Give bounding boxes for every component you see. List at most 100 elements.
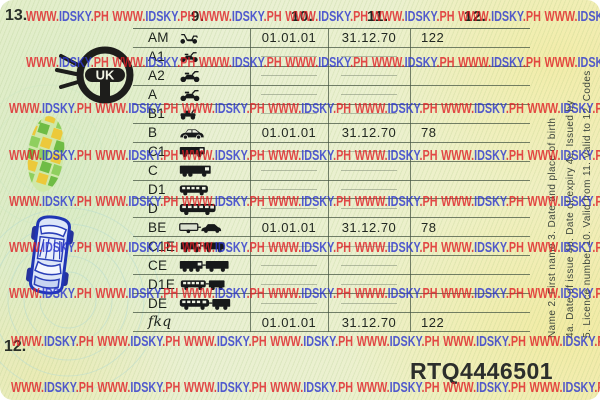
valid-from-cell: 01.01.01 bbox=[250, 313, 328, 331]
car-top-view-graphic bbox=[25, 215, 74, 295]
codes-cell bbox=[410, 162, 530, 180]
empty-dash bbox=[341, 245, 397, 247]
table-row: fkq 01.01.01 31.12.70 122 bbox=[133, 313, 530, 332]
category-label: AM bbox=[148, 30, 169, 46]
codes-cell bbox=[410, 181, 530, 199]
codes-cell bbox=[410, 237, 530, 255]
small-truck-trailer-icon bbox=[180, 240, 225, 253]
valid-to-cell bbox=[328, 256, 410, 274]
category-label: A bbox=[148, 87, 158, 103]
valid-from-cell: 01.01.01 bbox=[250, 29, 328, 47]
table-row: DE bbox=[133, 294, 530, 314]
codes-cell bbox=[410, 199, 530, 217]
category-label: BE bbox=[148, 219, 167, 235]
codes-cell: 78 bbox=[410, 124, 530, 142]
category-label: B bbox=[148, 125, 158, 141]
minibus-icon bbox=[179, 183, 209, 196]
motorcycle-icon bbox=[179, 89, 201, 102]
valid-from-cell bbox=[250, 237, 328, 255]
codes-cell: 78 bbox=[410, 218, 530, 236]
category-label: C bbox=[148, 163, 159, 179]
table-row: A1 bbox=[133, 48, 530, 67]
valid-from-cell: 01.01.01 bbox=[250, 218, 328, 236]
table-row: C1 bbox=[133, 143, 530, 162]
valid-to-cell bbox=[328, 294, 410, 312]
valid-to-cell bbox=[328, 181, 410, 199]
empty-dash bbox=[341, 56, 397, 58]
empty-dash bbox=[341, 170, 397, 172]
valid-to-cell: 31.12.70 bbox=[328, 313, 410, 331]
field-legend: Name 2. First name 3. Date and place of … bbox=[544, 18, 598, 338]
valid-to-cell bbox=[328, 105, 410, 123]
codes: 78 bbox=[421, 219, 437, 235]
category-cell: C1 bbox=[133, 143, 250, 161]
valid-to-cell bbox=[328, 67, 410, 85]
valid-to: 31.12.70 bbox=[341, 219, 397, 235]
uk-emblem-text: UK bbox=[96, 68, 115, 83]
codes-cell bbox=[410, 275, 530, 293]
category-label: DE bbox=[148, 295, 168, 311]
category-label: D bbox=[148, 200, 159, 216]
empty-dash bbox=[341, 264, 397, 266]
empty-dash bbox=[261, 245, 317, 247]
valid-from-cell bbox=[250, 67, 328, 85]
licence-number: RTQ4446501 bbox=[410, 358, 554, 384]
field-13-label: 13. bbox=[5, 7, 28, 24]
maize-leaf-graphic bbox=[24, 114, 68, 194]
valid-from: 01.01.01 bbox=[261, 219, 317, 235]
codes-cell bbox=[410, 143, 530, 161]
empty-dash bbox=[261, 188, 317, 190]
codes-cell bbox=[410, 86, 530, 104]
table-row: C bbox=[133, 162, 530, 181]
valid-to-cell bbox=[328, 199, 410, 217]
small-truck-icon bbox=[179, 145, 206, 158]
table-row: D1 bbox=[133, 181, 530, 200]
column-10-header: 10. bbox=[291, 8, 314, 25]
category-table: AM 01.01.01 31.12.70 122 A1 A2 A B1 B 01.01.01 31.… bbox=[133, 28, 530, 332]
codes: 122 bbox=[421, 314, 445, 330]
valid-to: 31.12.70 bbox=[341, 314, 397, 330]
empty-dash bbox=[341, 75, 397, 77]
empty-dash bbox=[261, 151, 317, 153]
category-cell: A2 bbox=[133, 67, 250, 85]
valid-from-cell bbox=[250, 86, 328, 104]
table-row: A2 bbox=[133, 67, 530, 86]
category-label: fkq bbox=[148, 314, 172, 331]
category-label: D1 bbox=[148, 181, 166, 197]
empty-dash bbox=[341, 207, 397, 209]
table-row: D bbox=[133, 199, 530, 219]
valid-from-cell bbox=[250, 162, 328, 180]
table-row: B 01.01.01 31.12.70 78 bbox=[133, 124, 530, 143]
category-cell: fkq bbox=[133, 313, 250, 331]
codes-cell bbox=[410, 48, 530, 66]
category-cell: C bbox=[133, 162, 250, 180]
valid-to-cell bbox=[328, 237, 410, 255]
category-cell: B1 bbox=[133, 105, 250, 123]
column-separator bbox=[250, 29, 251, 332]
empty-dash bbox=[341, 188, 397, 190]
car-trailer-icon bbox=[179, 221, 224, 234]
column-separator bbox=[328, 29, 329, 332]
category-label: CE bbox=[148, 257, 168, 273]
category-cell: BE bbox=[133, 218, 250, 236]
category-label: C1 bbox=[148, 144, 166, 160]
category-cell: B bbox=[133, 124, 250, 142]
valid-to-cell bbox=[328, 162, 410, 180]
quadricycle-icon bbox=[179, 108, 197, 120]
empty-dash bbox=[341, 302, 397, 304]
category-cell: DE bbox=[133, 294, 250, 312]
valid-to: 31.12.70 bbox=[341, 30, 397, 46]
codes-cell: 122 bbox=[410, 29, 530, 47]
category-cell: A1 bbox=[133, 48, 250, 66]
uk-steering-wheel-emblem: UK bbox=[55, 46, 134, 104]
table-row: A bbox=[133, 86, 530, 105]
category-cell: D1E bbox=[133, 275, 250, 293]
category-label: C1E bbox=[148, 238, 176, 254]
empty-dash bbox=[261, 302, 317, 304]
valid-from: 01.01.01 bbox=[261, 30, 317, 46]
legend-line-1: Name 2. First name 3. Date and place of … bbox=[547, 117, 558, 338]
field-12-label: 12. bbox=[4, 338, 27, 355]
category-label: A2 bbox=[148, 68, 166, 84]
empty-dash bbox=[341, 94, 397, 96]
codes-cell bbox=[410, 256, 530, 274]
